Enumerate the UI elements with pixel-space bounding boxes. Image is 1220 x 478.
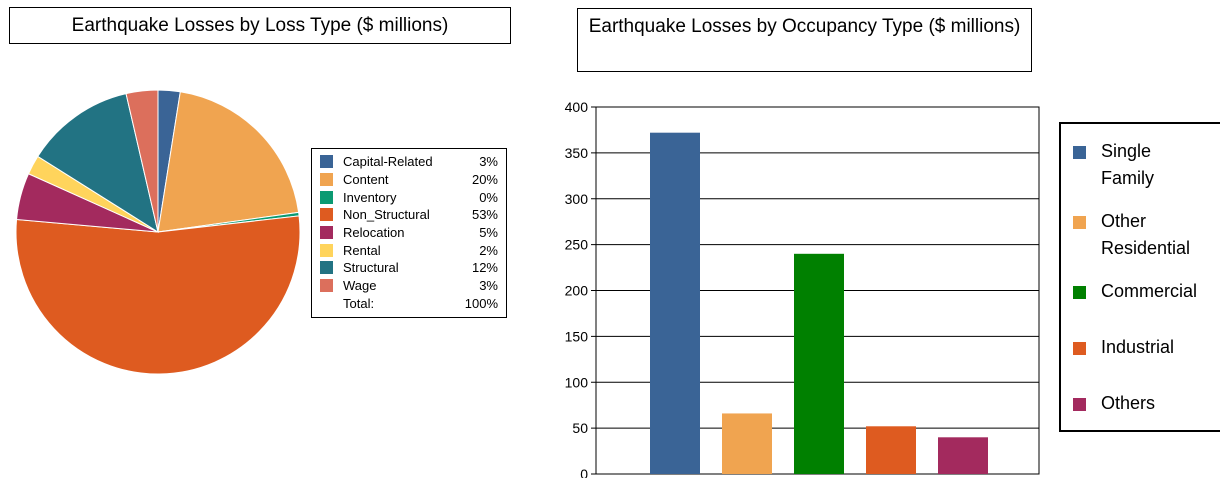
pie-legend-item: Content 20% [320,171,498,189]
legend-label: Others [1101,393,1156,413]
legend-swatch [320,155,333,169]
bar-legend-item: Commercial [1073,278,1197,305]
y-tick-label: 300 [565,191,589,207]
y-tick-label: 250 [565,237,589,253]
legend-label: Structural [343,260,399,276]
pie-slice-content [157,91,300,233]
pie-legend-item: Structural 12% [320,259,498,277]
bar-others [938,437,988,474]
legend-swatch [1073,342,1086,355]
pie-legend-item: Non_Structural 53% [320,206,498,224]
legend-percent: 12% [471,260,498,276]
legend-swatch [320,243,333,257]
pie-legend-item: Relocation 5% [320,224,498,242]
legend-label: Industrial [1101,337,1175,357]
legend-total-percent: 100% [464,295,498,311]
legend-swatch [1073,398,1086,411]
legend-label: Wage [343,278,377,294]
pie-slice-wage [125,89,159,233]
pie-slice-non-structural [15,215,301,375]
y-tick-label: 50 [572,420,588,436]
legend-swatch [1073,146,1086,159]
pie-slice-structural [37,93,159,234]
pie-legend-total: Total: 100% [320,295,498,313]
bar-chart-title: Earthquake Losses by Occupancy Type ($ m… [577,8,1032,72]
bar-legend-item: Others [1073,390,1155,417]
pie-legend-item: Wage 3% [320,277,498,295]
legend-label: Other Residential [1101,211,1191,258]
y-tick-label: 100 [565,374,589,390]
legend-percent: 53% [471,207,498,223]
pie-legend-item: Capital-Related 3% [320,153,498,171]
bar-single-family [650,132,700,474]
y-tick-label: 400 [565,99,589,115]
legend-swatch [320,261,333,275]
legend-swatch [320,190,333,204]
legend-label: Single Family [1101,141,1154,188]
legend-label: Capital-Related [343,154,433,170]
legend-total-label: Total: [343,295,375,311]
legend-label: Rental [343,242,381,258]
legend-swatch [320,226,333,240]
legend-swatch [1073,216,1086,229]
y-tick-label: 200 [565,283,589,299]
pie-legend-item: Rental 2% [320,241,498,259]
legend-percent: 20% [471,172,498,188]
bar-legend-item: Other Residential [1073,208,1190,262]
pie-chart-title: Earthquake Losses by Loss Type ($ millio… [9,7,511,44]
bar-commercial [794,253,844,474]
legend-swatch [320,208,333,222]
legend-label: Inventory [343,189,397,205]
legend-swatch [320,279,333,293]
legend-percent: 3% [479,154,498,170]
legend-percent: 0% [479,189,498,205]
legend-swatch [320,173,333,187]
bar-legend-item: Industrial [1073,334,1174,361]
pie-legend: Capital-Related 3% Content 20% Inventory 0% No… [311,148,507,318]
y-tick-label: 0 [580,466,588,478]
bar-legend-item: Single Family [1073,138,1154,192]
bar-industrial [866,426,916,474]
y-tick-label: 350 [565,145,589,161]
legend-label: Commercial [1101,281,1198,301]
y-tick-label: 150 [565,328,589,344]
bar-legend: Single Family Other Residential Commercial In… [1059,122,1220,432]
pie-legend-item: Inventory 0% [320,188,498,206]
legend-percent: 2% [479,242,498,258]
legend-label: Content [343,172,389,188]
legend-label: Non_Structural [343,207,430,223]
legend-label: Relocation [343,225,405,241]
legend-percent: 3% [479,278,498,294]
legend-swatch [1073,286,1086,299]
bar-other-residential [722,413,772,474]
legend-percent: 5% [479,225,498,241]
